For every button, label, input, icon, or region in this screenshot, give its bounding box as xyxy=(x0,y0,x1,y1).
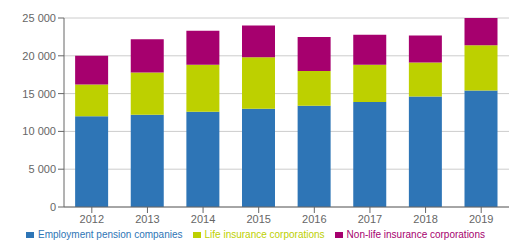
svg-text:2016: 2016 xyxy=(302,213,326,225)
svg-text:25 000: 25 000 xyxy=(22,12,56,24)
svg-text:10 000: 10 000 xyxy=(22,125,56,137)
svg-text:20 000: 20 000 xyxy=(22,50,56,62)
svg-text:2014: 2014 xyxy=(191,213,215,225)
svg-text:0: 0 xyxy=(50,201,56,213)
svg-text:2019: 2019 xyxy=(469,213,493,225)
svg-text:5 000: 5 000 xyxy=(28,163,56,175)
svg-text:2015: 2015 xyxy=(246,213,270,225)
svg-text:2017: 2017 xyxy=(358,213,382,225)
html-text:Employment pension companies: Employment pension companies xyxy=(38,229,183,240)
html-text:Life insurance corporations: Life insurance corporations xyxy=(204,229,325,240)
svg-text:2012: 2012 xyxy=(80,213,104,225)
svg-text:2018: 2018 xyxy=(413,213,437,225)
html-text:Non-life insurance corporation: Non-life insurance corporations xyxy=(346,229,485,240)
svg-text:15 000: 15 000 xyxy=(22,88,56,100)
svg-text:2013: 2013 xyxy=(135,213,159,225)
